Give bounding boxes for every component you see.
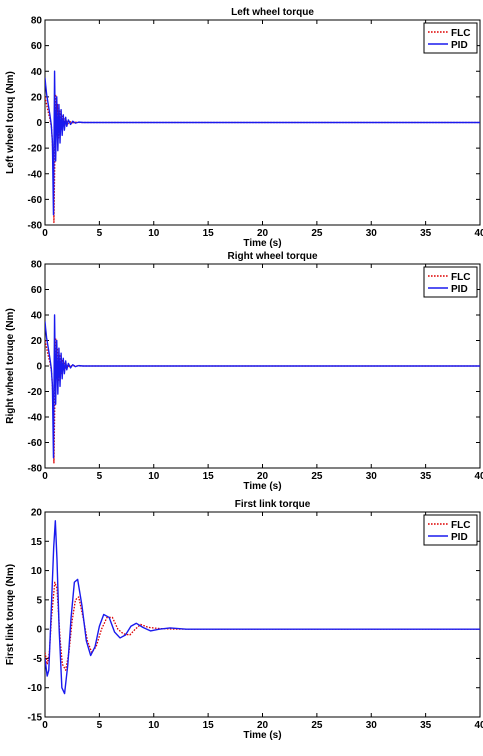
y-tick-label: -40	[28, 413, 43, 424]
x-tick-label: 40	[474, 471, 483, 482]
x-tick-label: 0	[42, 471, 48, 482]
y-tick-label: -80	[28, 221, 43, 232]
legend-label-flc: FLC	[451, 520, 470, 531]
y-axis-label: Right wheel toruqe (Nm)	[5, 308, 16, 424]
x-tick-label: 10	[148, 471, 160, 482]
series-line-pid	[45, 520, 480, 695]
x-tick-label: 30	[366, 228, 378, 239]
y-tick-label: -40	[28, 169, 43, 180]
y-tick-label: 0	[36, 118, 42, 129]
series-line-pid	[45, 314, 480, 459]
x-tick-label: 35	[420, 720, 432, 731]
x-tick-label: 35	[420, 471, 432, 482]
chart-title: First link torque	[235, 499, 311, 510]
y-tick-label: 0	[36, 362, 42, 373]
x-tick-label: 15	[203, 228, 215, 239]
legend-label-pid: PID	[451, 532, 468, 543]
y-tick-label: -15	[28, 713, 43, 724]
legend-label-pid: PID	[451, 40, 468, 51]
x-tick-label: 30	[366, 720, 378, 731]
y-tick-label: -5	[33, 654, 42, 665]
y-tick-label: -60	[28, 195, 43, 206]
y-tick-label: 40	[31, 67, 43, 78]
y-tick-label: 10	[31, 566, 43, 577]
y-tick-label: -20	[28, 387, 43, 398]
y-tick-label: 40	[31, 311, 43, 322]
x-axis-label: Time (s)	[243, 481, 281, 492]
y-tick-label: 0	[36, 625, 42, 636]
y-tick-label: -20	[28, 144, 43, 155]
legend-label-flc: FLC	[451, 272, 470, 283]
x-tick-label: 20	[257, 228, 269, 239]
chart-title: Left wheel torque	[231, 7, 314, 18]
y-tick-label: 80	[31, 16, 43, 27]
x-tick-label: 0	[42, 228, 48, 239]
x-tick-label: 5	[97, 471, 103, 482]
series-line-pid	[45, 70, 480, 216]
x-tick-label: 40	[474, 720, 483, 731]
series-line-flc	[45, 581, 480, 671]
y-tick-label: -80	[28, 464, 43, 475]
legend-box	[423, 514, 478, 546]
x-tick-label: 20	[257, 720, 269, 731]
y-tick-label: -60	[28, 438, 43, 449]
y-axis-label: Left wheel toruq (Nm)	[5, 71, 16, 174]
y-tick-label: -10	[28, 683, 43, 694]
x-tick-label: 25	[311, 720, 323, 731]
chart-title: Right wheel torque	[228, 251, 318, 262]
x-tick-label: 5	[97, 228, 103, 239]
y-tick-label: 5	[36, 595, 42, 606]
chart-panel-2: 0 5 10 15 20 25 30 35 40 -80 -60 -40 -20 0 20 40 60 80 Rig…	[5, 251, 483, 492]
x-tick-label: 5	[97, 720, 103, 731]
chart-panel-1: 0 5 10 15 20 25 30 35 40 -80 -60 -40 -20 0 20 40 60 80 Lef…	[5, 7, 483, 249]
legend-box	[423, 22, 478, 54]
y-tick-label: 15	[31, 537, 43, 548]
legend-box	[423, 266, 478, 298]
x-tick-label: 15	[203, 720, 215, 731]
y-tick-label: 60	[31, 285, 43, 296]
x-tick-label: 25	[311, 471, 323, 482]
chart-panel-3: 0 5 10 15 20 25 30 35 40 -15 -10 -5 0 5 10 15 20 First li…	[5, 499, 483, 741]
x-tick-label: 10	[148, 228, 160, 239]
x-tick-label: 35	[420, 228, 432, 239]
legend-label-flc: FLC	[451, 28, 470, 39]
x-tick-label: 15	[203, 471, 215, 482]
y-axis-label: First link toruqe (Nm)	[5, 564, 16, 665]
plot-frame	[44, 511, 481, 718]
x-tick-label: 40	[474, 228, 483, 239]
x-tick-label: 20	[257, 471, 269, 482]
legend-label-pid: PID	[451, 284, 468, 295]
x-axis-label: Time (s)	[243, 730, 281, 741]
y-tick-label: 60	[31, 41, 43, 52]
y-tick-label: 20	[31, 92, 43, 103]
x-tick-label: 0	[42, 720, 48, 731]
x-axis-label: Time (s)	[243, 238, 281, 249]
x-tick-label: 10	[148, 720, 160, 731]
y-tick-label: 20	[31, 508, 43, 519]
y-tick-label: 80	[31, 260, 43, 271]
y-tick-label: 20	[31, 336, 43, 347]
x-tick-label: 30	[366, 471, 378, 482]
x-tick-label: 25	[311, 228, 323, 239]
